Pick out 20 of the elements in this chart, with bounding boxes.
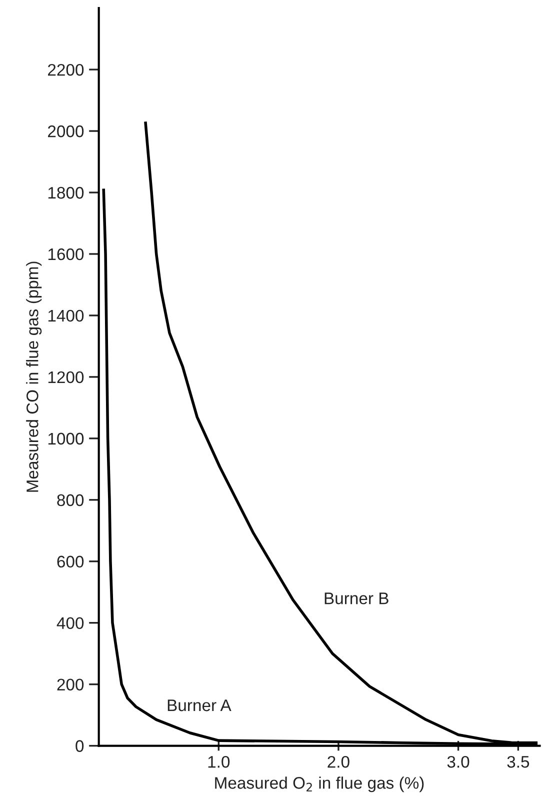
y-axis-title: Measured CO in flue gas (ppm) xyxy=(26,262,42,492)
x-tick-label: 3.0 xyxy=(447,756,470,768)
y-tick-label: 0 xyxy=(76,740,84,752)
y-tick-label: 400 xyxy=(56,617,84,630)
y-tick-label: 1400 xyxy=(48,310,84,322)
x-tick-label: 2.0 xyxy=(328,756,350,768)
x-tick-label: 1.0 xyxy=(208,756,230,768)
y-tick-label: 2200 xyxy=(48,64,84,76)
x-axis-title: Measured O$_{2}$ in flue gas (%) xyxy=(215,776,424,792)
y-tick-label: 200 xyxy=(57,678,84,691)
y-tick-label: 1200 xyxy=(48,371,84,384)
x-tick-label: 3.5 xyxy=(507,756,530,768)
y-tick-label: 1600 xyxy=(48,248,84,260)
series-label: Burner A xyxy=(168,700,232,712)
y-tick-label: 2000 xyxy=(48,125,84,138)
series-label: Burner B xyxy=(324,592,388,604)
y-tick-label: 1000 xyxy=(48,432,84,445)
y-tick-label: 1800 xyxy=(48,186,84,199)
y-tick-label: 600 xyxy=(57,556,84,568)
y-tick-label: 800 xyxy=(57,494,84,506)
